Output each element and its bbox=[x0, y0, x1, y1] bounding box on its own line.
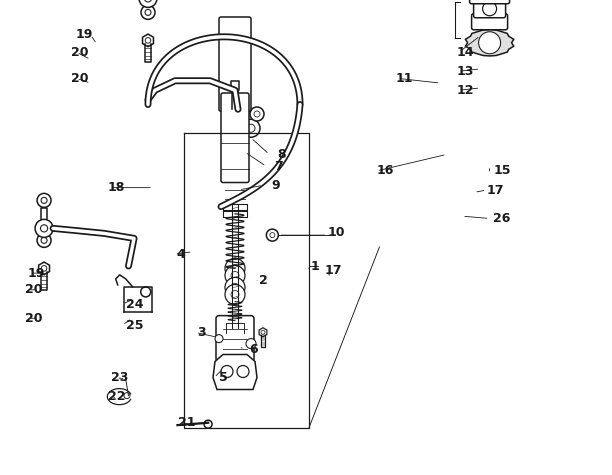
Circle shape bbox=[41, 238, 47, 243]
FancyBboxPatch shape bbox=[469, 0, 510, 4]
Text: 12: 12 bbox=[457, 84, 474, 97]
Text: 9: 9 bbox=[271, 179, 280, 192]
Circle shape bbox=[215, 334, 223, 342]
Text: 17: 17 bbox=[325, 264, 342, 277]
Text: 4: 4 bbox=[176, 247, 185, 261]
Text: 3: 3 bbox=[198, 326, 206, 339]
Text: 11: 11 bbox=[395, 72, 412, 85]
Text: 2: 2 bbox=[259, 274, 267, 287]
Text: 22: 22 bbox=[108, 390, 125, 403]
Circle shape bbox=[35, 219, 53, 238]
FancyBboxPatch shape bbox=[221, 93, 249, 182]
Circle shape bbox=[250, 107, 264, 121]
Circle shape bbox=[479, 32, 501, 54]
Circle shape bbox=[145, 10, 151, 15]
Text: 15: 15 bbox=[493, 164, 510, 178]
Circle shape bbox=[242, 119, 260, 137]
Circle shape bbox=[221, 365, 233, 378]
Text: 23: 23 bbox=[111, 371, 128, 384]
Circle shape bbox=[225, 258, 245, 278]
Text: 8: 8 bbox=[277, 148, 286, 161]
FancyBboxPatch shape bbox=[216, 315, 254, 361]
FancyBboxPatch shape bbox=[219, 17, 251, 111]
Text: 6: 6 bbox=[250, 342, 258, 356]
Text: 21: 21 bbox=[178, 416, 195, 429]
Text: 5: 5 bbox=[219, 371, 228, 384]
Circle shape bbox=[41, 198, 47, 203]
Polygon shape bbox=[143, 34, 154, 47]
Circle shape bbox=[139, 0, 157, 8]
Circle shape bbox=[144, 0, 152, 2]
FancyBboxPatch shape bbox=[219, 317, 251, 339]
Text: 19: 19 bbox=[28, 266, 45, 280]
Polygon shape bbox=[466, 29, 513, 56]
FancyBboxPatch shape bbox=[474, 0, 506, 18]
Text: 1: 1 bbox=[311, 259, 319, 273]
Text: 19: 19 bbox=[76, 28, 93, 41]
Circle shape bbox=[141, 5, 155, 19]
Circle shape bbox=[237, 365, 249, 378]
FancyBboxPatch shape bbox=[472, 14, 507, 30]
Text: 18: 18 bbox=[108, 181, 125, 194]
Text: 20: 20 bbox=[71, 46, 88, 59]
Polygon shape bbox=[213, 354, 257, 390]
Circle shape bbox=[225, 277, 245, 297]
Circle shape bbox=[37, 193, 51, 208]
Text: 17: 17 bbox=[487, 183, 504, 197]
Text: 20: 20 bbox=[71, 72, 88, 85]
Circle shape bbox=[225, 266, 245, 285]
Circle shape bbox=[204, 420, 212, 428]
Circle shape bbox=[141, 287, 151, 297]
Text: 13: 13 bbox=[457, 65, 474, 78]
Text: 14: 14 bbox=[457, 46, 474, 59]
Text: 20: 20 bbox=[25, 312, 42, 325]
Text: 16: 16 bbox=[377, 164, 394, 178]
Circle shape bbox=[37, 233, 51, 247]
Text: 7: 7 bbox=[274, 160, 283, 173]
Text: 26: 26 bbox=[493, 212, 510, 225]
Circle shape bbox=[266, 229, 278, 241]
Text: 25: 25 bbox=[126, 319, 143, 332]
Text: 24: 24 bbox=[126, 297, 143, 311]
Circle shape bbox=[246, 339, 256, 349]
Circle shape bbox=[483, 2, 496, 16]
Text: 10: 10 bbox=[328, 226, 345, 239]
Circle shape bbox=[225, 285, 245, 304]
Polygon shape bbox=[259, 328, 267, 337]
Polygon shape bbox=[39, 262, 50, 275]
Circle shape bbox=[40, 225, 48, 232]
Text: 20: 20 bbox=[25, 283, 42, 296]
